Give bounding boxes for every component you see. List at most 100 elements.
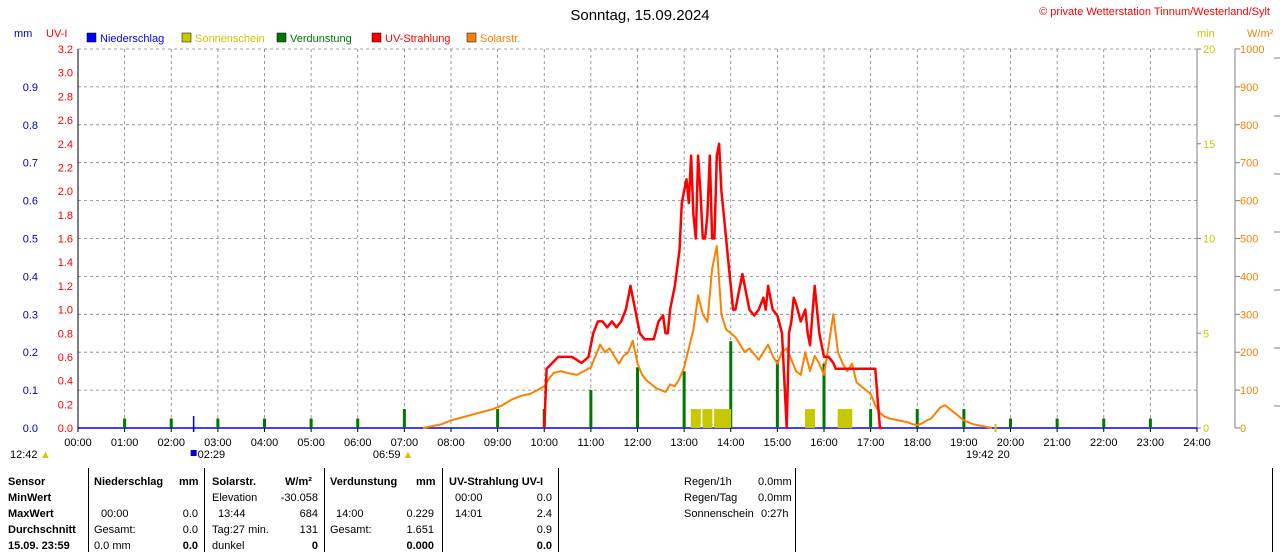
verdunstung-bar xyxy=(263,418,266,428)
column-separator xyxy=(442,468,443,552)
chart-marks xyxy=(123,341,1152,432)
verdunstung-bar xyxy=(1055,418,1059,428)
wm2-tick-label: 600 xyxy=(1240,196,1258,208)
verdunstung-bar xyxy=(1148,418,1152,428)
statistics-table: Sensor MinWert MaxWert Durchschnitt 15.0… xyxy=(0,468,1280,552)
verdunstung-bar xyxy=(309,418,313,428)
mm-tick-label: 0.8 xyxy=(23,120,38,132)
solar-dunkel-value: 0 xyxy=(311,540,318,552)
mm-axis-label: mm xyxy=(14,28,32,40)
legend-entry: Verdunstung xyxy=(290,33,352,45)
uv-avg-value: 0.9 xyxy=(536,524,552,536)
legend-swatch xyxy=(371,32,382,43)
uv-axis-label: UV-I xyxy=(46,28,67,40)
mm-tick-label: 0.4 xyxy=(23,271,38,283)
uv-max-time: 14:01 xyxy=(455,508,483,520)
chart-title: Sonntag, 15.09.2024 xyxy=(570,7,709,24)
wm2-tick-label: 100 xyxy=(1240,385,1258,397)
legend-entry: UV-Strahlung xyxy=(385,33,450,45)
mm-tick-label: 0.5 xyxy=(23,234,38,246)
x-tick-label: 22:00 xyxy=(1090,437,1118,449)
verdunstung-bar xyxy=(496,409,500,428)
x-tick-label: 24:00 xyxy=(1183,437,1211,449)
legend-swatch xyxy=(86,32,97,43)
column-separator xyxy=(324,468,325,552)
verdunstung-bottom-value: 0.000 xyxy=(406,540,434,552)
weather-chart: Sonntag, 15.09.2024 © private Wetterstat… xyxy=(10,6,1280,461)
durchschnitt-label: Durchschnitt xyxy=(8,524,76,536)
legend-entry: Niederschlag xyxy=(100,33,164,45)
uv-header: UV-Strahlung UV-I xyxy=(449,476,544,488)
min-tick-label: 10 xyxy=(1203,234,1215,246)
sunrise-label: 06:59 xyxy=(373,449,401,461)
verdunstung-bar xyxy=(123,418,127,428)
sonnenschein-bar xyxy=(702,409,713,428)
verdunstung-bar xyxy=(402,409,406,428)
wm2-axis-label: W/m² xyxy=(1247,28,1274,40)
wm2-tick-label: 800 xyxy=(1240,120,1258,132)
legend: Niederschlag Sonnenschein Verdunstung UV-St… xyxy=(86,32,520,45)
legend-entry: Sonnenschein xyxy=(195,33,265,45)
mm-tick-label: 0.6 xyxy=(23,196,38,208)
solar-max-time: 13:44 xyxy=(218,508,246,520)
mm-tick-label: 0.9 xyxy=(23,82,38,94)
verdunstung-bar xyxy=(356,418,360,428)
uv-tick-label: 1.6 xyxy=(58,234,73,246)
sonnenschein-bar xyxy=(714,409,725,428)
solar-header: Solarstr. xyxy=(212,476,257,488)
min-axis-label: min xyxy=(1197,28,1215,40)
chart-lines xyxy=(422,142,993,430)
wm2-tick-label: 300 xyxy=(1240,309,1258,321)
verdunstung-bar xyxy=(636,367,639,428)
verdunstung-unit: mm xyxy=(416,476,436,488)
uv-tick-label: 1.8 xyxy=(58,210,73,222)
x-tick-label: 10:00 xyxy=(530,437,558,449)
uv-tick-label: 2.2 xyxy=(58,162,73,174)
sonnenschein-bar xyxy=(805,409,816,428)
min-tick-label: 5 xyxy=(1203,328,1209,340)
min-tick-label: 15 xyxy=(1203,139,1215,151)
x-tick-label: 19:00 xyxy=(950,437,978,449)
verdunstung-bar xyxy=(682,371,686,428)
x-tick-label: 23:00 xyxy=(1137,437,1165,449)
niederschlag-bottom-left: 0.0 mm xyxy=(94,540,131,552)
uv-tick-label: 0.8 xyxy=(58,328,73,340)
niederschlag-gesamt-value: 0.0 xyxy=(182,524,198,536)
x-tick-label: 20:00 xyxy=(997,437,1025,449)
wm2-tick-label: 900 xyxy=(1240,82,1258,94)
uv-tick-label: 2.6 xyxy=(58,115,73,127)
verdunstung-header: Verdunstung xyxy=(330,476,398,488)
verdunstung-bar xyxy=(1102,418,1106,428)
solar-tag-label: Tag:27 min. xyxy=(212,524,269,536)
verdunstung-bar xyxy=(915,409,919,428)
wm2-tick-label: 0 xyxy=(1240,423,1246,435)
legend-swatch xyxy=(276,32,287,43)
x-tick-label: 04:00 xyxy=(251,437,279,449)
min-tick-label: 20 xyxy=(1203,44,1215,56)
sun-icon: ▲ xyxy=(40,449,51,461)
regen-tag-label: Regen/Tag xyxy=(684,492,738,504)
x-tick-label: 15:00 xyxy=(764,437,792,449)
uv-series-line xyxy=(543,142,883,430)
uv-tick-label: 2.0 xyxy=(58,186,73,198)
verdunstung-bar xyxy=(775,359,779,428)
verdunstung-bar xyxy=(589,390,593,428)
verdunstung-gesamt-value: 1.651 xyxy=(406,524,434,536)
sunset-suffix: 20 xyxy=(998,449,1010,461)
uv-tick-label: 2.8 xyxy=(58,91,73,103)
wm2-tick-label: 700 xyxy=(1240,158,1258,170)
verdunstung-bar xyxy=(729,341,733,428)
min-tick-label: 0 xyxy=(1203,423,1209,435)
x-tick-label: 18:00 xyxy=(903,437,931,449)
legend-entry: Solarstr. xyxy=(480,33,520,45)
verdunstung-bar xyxy=(962,409,966,428)
niederschlag-header: Niederschlag xyxy=(94,476,164,488)
solar-elevation-label: Elevation xyxy=(212,492,258,504)
sonnenschein-bar xyxy=(721,409,732,428)
wm2-tick-label: 1000 xyxy=(1240,44,1264,56)
column-separator xyxy=(795,468,796,552)
uv-max-value: 2.4 xyxy=(536,508,552,520)
column-separator xyxy=(204,468,205,552)
niederschlag-max-value: 0.0 xyxy=(182,508,198,520)
uv-tick-label: 0.6 xyxy=(58,352,73,364)
